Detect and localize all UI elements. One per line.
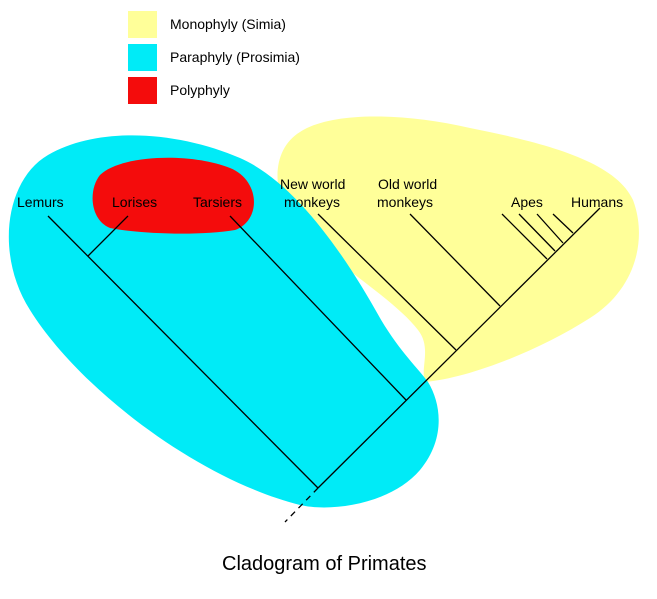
branch-ape-4 [552,213,574,234]
branch-ape-3 [536,213,564,244]
legend-swatch-polyphyly [128,77,157,104]
taxon-label-new-world-line1: New world [280,176,345,192]
monophyly-region [277,116,639,382]
polyphyly-region [92,157,254,234]
diagram-title: Cladogram of Primates [222,553,427,575]
branch-ape-1 [501,213,548,260]
taxon-label-old-world-line1: Old world [378,176,437,192]
legend-label-polyphyly: Polyphyly [170,82,230,98]
branch-root-dashed [284,487,319,523]
branch-lorises [87,215,129,257]
legend-label-monophyly: Monophyly (Simia) [170,16,286,32]
legend-swatch-monophyly [128,11,157,38]
taxon-label-tarsiers: Tarsiers [193,194,242,210]
cladogram-tree [47,207,601,523]
taxon-label-lemurs: Lemurs [17,194,64,210]
taxon-label-new-world-line2: monkeys [284,194,340,210]
branch-lemurs [47,215,319,489]
legend: Monophyly (Simia) Paraphyly (Prosimia) P… [128,11,300,104]
taxon-label-apes: Apes [511,194,543,210]
branch-ape-2 [518,213,556,252]
legend-swatch-paraphyly [128,44,157,71]
legend-label-paraphyly: Paraphyly (Prosimia) [170,49,300,65]
branch-tarsiers [229,215,407,401]
taxa-labels: Lemurs Lorises Tarsiers New world monkey… [17,176,623,210]
branch-new-world-monkeys [317,213,457,351]
taxon-label-humans: Humans [571,194,623,210]
taxon-label-lorises: Lorises [112,194,157,210]
taxon-label-old-world-line2: monkeys [377,194,433,210]
branch-old-world-monkeys [409,213,501,307]
branch-main-right [317,207,601,489]
